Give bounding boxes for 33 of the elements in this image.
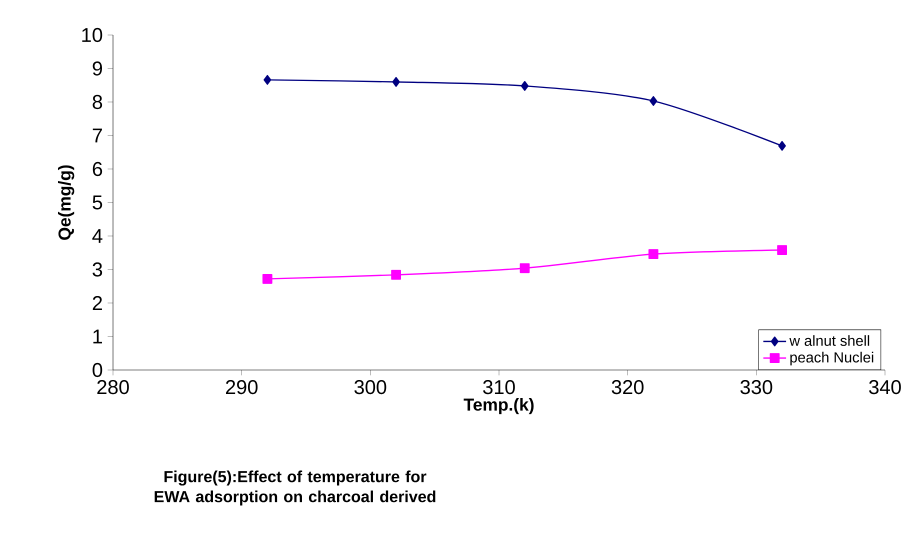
x-tick-label: 330 xyxy=(740,380,772,394)
point xyxy=(648,249,658,260)
point xyxy=(392,76,400,87)
y-tick-label: 6 xyxy=(92,162,102,176)
x-tick-label: 280 xyxy=(97,380,129,394)
y-tick-label: 0 xyxy=(92,362,102,378)
y-tick-label: 1 xyxy=(93,330,102,344)
y-tick-label: 2 xyxy=(92,296,102,310)
y-axis-title: Qe(mg/g) xyxy=(58,165,74,240)
point xyxy=(520,80,529,91)
y-tick-label: 4 xyxy=(92,229,102,243)
legend-label: w alnut shell xyxy=(789,335,870,346)
y-tick-label: 9 xyxy=(92,61,102,76)
x-tick-label: 310 xyxy=(483,380,515,394)
x-tick-label: 340 xyxy=(869,380,901,394)
y-tick-label: 10 xyxy=(82,28,102,42)
point xyxy=(520,263,530,274)
x-tick-label: 290 xyxy=(226,380,258,394)
legend-label: peach Nuclei xyxy=(790,352,874,366)
y-tick-label: 3 xyxy=(92,262,102,277)
y-tick-label: 8 xyxy=(92,94,102,110)
x-tick-label: 320 xyxy=(612,380,644,394)
y-tick-label: 7 xyxy=(92,128,102,142)
point xyxy=(650,96,658,106)
y-tick-label: 5 xyxy=(92,196,102,210)
point xyxy=(391,270,402,280)
text: Figure(5):Effect of temperature for EWA adsorption on charcoal derived xyxy=(154,470,436,506)
point xyxy=(778,140,786,151)
x-axis-title: Temp.(k) xyxy=(464,398,534,414)
point xyxy=(264,74,272,85)
point xyxy=(777,245,788,256)
x-tick-label: 300 xyxy=(354,380,386,394)
point xyxy=(262,274,272,284)
